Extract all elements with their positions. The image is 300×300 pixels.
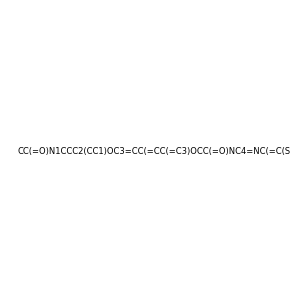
Text: CC(=O)N1CCC2(CC1)OC3=CC(=CC(=C3)OCC(=O)NC4=NC(=C(S: CC(=O)N1CCC2(CC1)OC3=CC(=CC(=C3)OCC(=O)N… <box>17 147 290 156</box>
